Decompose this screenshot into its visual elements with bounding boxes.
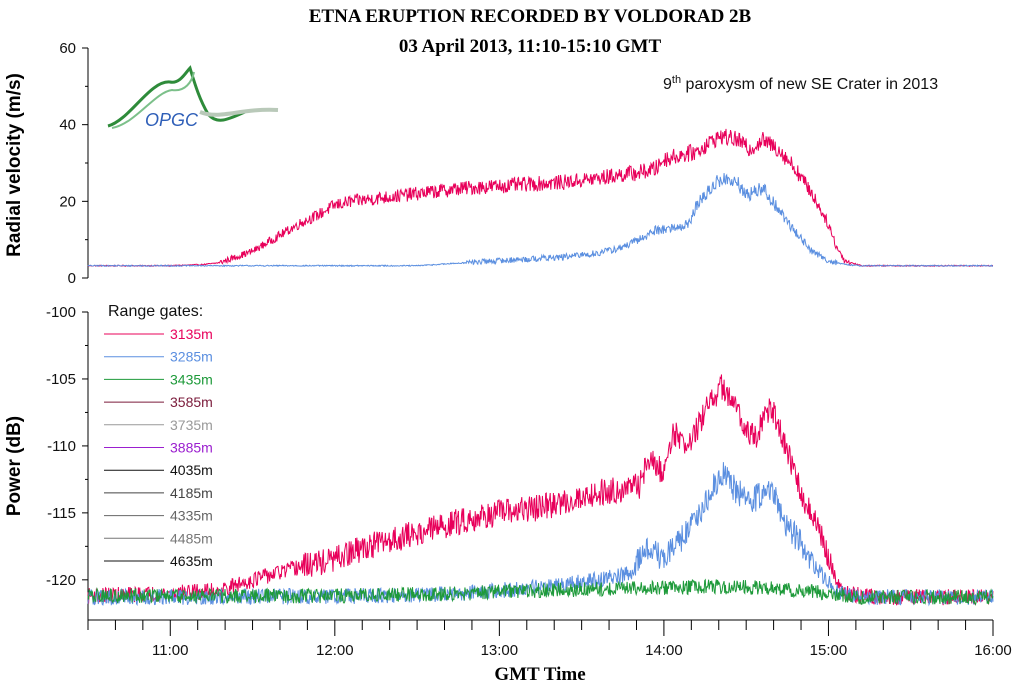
power-series-3435m [87, 578, 994, 606]
x-tick-label: 11:00 [152, 642, 188, 659]
power-ytick-label: -100 [46, 304, 76, 321]
legend-label: 3285m [170, 349, 213, 365]
power-ytick-label: -110 [47, 438, 76, 455]
legend-label: 4485m [170, 530, 213, 546]
velocity-ytick-label: 20 [59, 193, 76, 210]
velocity-series-3135m [87, 128, 994, 268]
legend-label: 3885m [170, 440, 213, 456]
power-series-3135m [87, 374, 994, 606]
velocity-plot: 0 20 40 60 Radial velocity (m/s) [4, 40, 994, 287]
x-tick-label: 13:00 [481, 642, 519, 659]
chart-subtitle: 03 April 2013, 11:10-15:10 GMT [399, 36, 662, 57]
power-ytick-label: -120 [46, 572, 76, 589]
power-ytick-label: -115 [47, 505, 76, 522]
legend-label: 3435m [170, 371, 213, 387]
x-axis-title: GMT Time [494, 664, 585, 685]
velocity-series-3285m [87, 173, 993, 268]
legend-label: 4035m [170, 462, 213, 478]
legend-label: 3585m [170, 394, 213, 410]
x-tick-label: 16:00 [974, 642, 1012, 659]
logo-text: OPGC [145, 110, 199, 130]
range-gates-legend: Range gates: 3135m 3285m 3435m 3585m 3735m 38… [104, 303, 213, 569]
legend-label: 3735m [170, 417, 213, 433]
velocity-ytick-label: 0 [68, 270, 76, 287]
power-series-3285m [87, 462, 994, 607]
x-tick-label: 12:00 [316, 642, 354, 659]
paroxysm-annotation: 9th paroxysm of new SE Crater in 2013 [663, 74, 938, 93]
legend-title: Range gates: [108, 303, 203, 320]
legend-label: 3135m [170, 326, 213, 342]
x-tick-label: 15:00 [810, 642, 848, 659]
velocity-ytick-label: 40 [59, 117, 76, 134]
power-y-label: Power (dB) [4, 416, 25, 516]
power-plot: -120 -115 -110 -105 -100 11:00 12:00 13:00 14:0… [4, 304, 1012, 685]
velocity-y-label: Radial velocity (m/s) [4, 73, 25, 257]
legend-label: 4335m [170, 508, 213, 524]
legend-label: 4635m [170, 553, 213, 569]
x-tick-label: 14:00 [645, 642, 683, 659]
power-ytick-label: -105 [46, 371, 76, 388]
chart-title: ETNA ERUPTION RECORDED BY VOLDORAD 2B [309, 6, 752, 27]
opgc-logo: OPGC [107, 65, 279, 130]
velocity-ytick-label: 60 [59, 40, 76, 57]
legend-label: 4185m [170, 485, 213, 501]
